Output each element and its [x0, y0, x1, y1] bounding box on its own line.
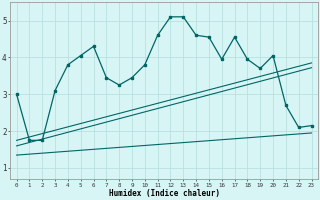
- X-axis label: Humidex (Indice chaleur): Humidex (Indice chaleur): [108, 189, 220, 198]
